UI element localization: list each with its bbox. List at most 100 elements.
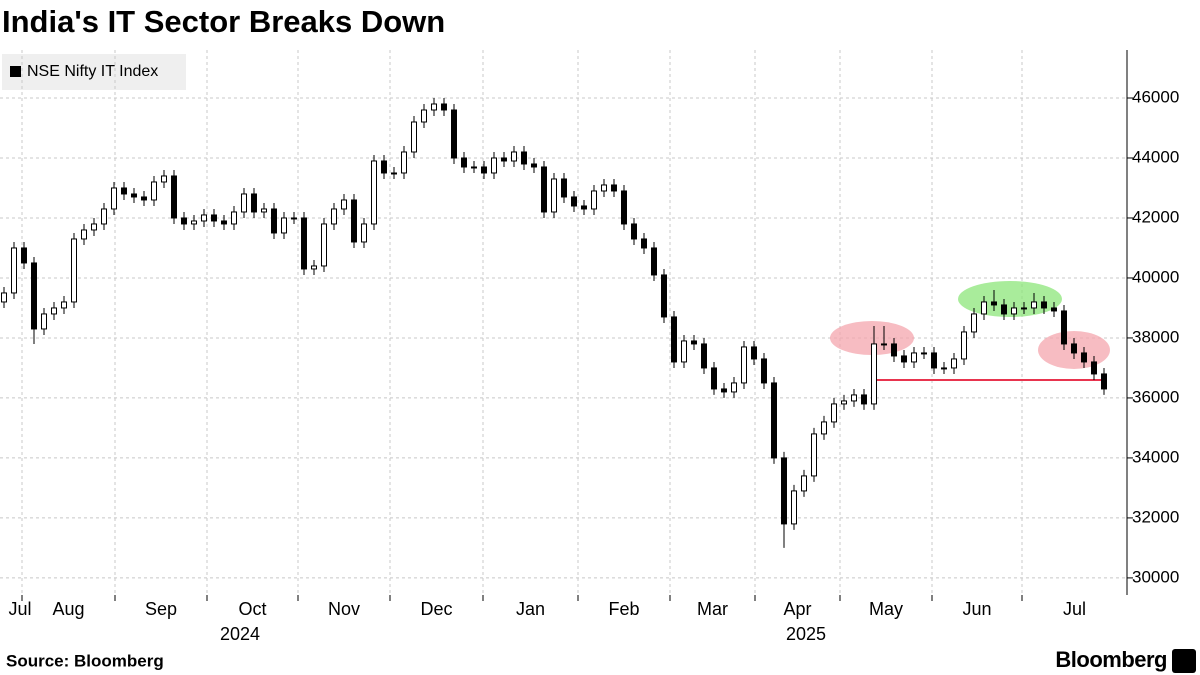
legend-label: NSE Nifty IT Index	[27, 63, 158, 80]
brand-icon	[1172, 649, 1196, 673]
candle-body	[881, 343, 887, 346]
candle-body	[21, 247, 27, 264]
candle-body	[61, 301, 67, 309]
candle-body	[411, 121, 417, 153]
candle-body	[1041, 301, 1047, 309]
candle-body	[981, 301, 987, 315]
x-tick-label: Oct	[238, 599, 266, 619]
candle-body	[1001, 304, 1007, 315]
candle-body	[291, 217, 297, 220]
candle-body	[371, 160, 377, 225]
candle-body	[1, 292, 7, 303]
candle-body	[741, 346, 747, 384]
candle-body	[661, 274, 667, 318]
candle-body	[781, 457, 787, 525]
candle-body	[901, 355, 907, 363]
candle-body	[11, 247, 17, 294]
candle-body	[1081, 352, 1087, 363]
candle-body	[721, 388, 727, 393]
candle-body	[451, 109, 457, 159]
candle-body	[441, 103, 447, 111]
candle-body	[431, 103, 437, 111]
candle-body	[1091, 361, 1097, 375]
y-tick-label: 30000	[1132, 567, 1179, 586]
candle-body	[261, 208, 267, 213]
candle-body	[641, 238, 647, 249]
candle-body	[111, 187, 117, 210]
candle-body	[701, 343, 707, 369]
candle-body	[1071, 343, 1077, 354]
candle-body	[611, 184, 617, 192]
candle-body	[1011, 307, 1017, 315]
candle-body	[841, 400, 847, 405]
candle-body	[281, 217, 287, 234]
y-tick-label: 36000	[1132, 387, 1179, 406]
candles	[1, 97, 1107, 548]
candle-body	[91, 223, 97, 231]
candle-body	[231, 211, 237, 225]
x-tick-label: Sep	[145, 599, 177, 619]
candle-body	[101, 208, 107, 225]
candle-body	[911, 352, 917, 363]
candle-body	[401, 151, 407, 174]
y-tick-label: 46000	[1132, 87, 1179, 106]
x-year-label: 2025	[786, 624, 826, 644]
candle-body	[171, 175, 177, 219]
legend-swatch	[10, 66, 21, 77]
candle-body	[491, 157, 497, 174]
x-tick-label: Jun	[962, 599, 991, 619]
source: Source: Bloomberg	[6, 651, 164, 670]
candle-body	[241, 193, 247, 213]
candle-body	[481, 166, 487, 174]
candle-body	[301, 217, 307, 270]
candle-body	[651, 247, 657, 276]
candle-body	[81, 229, 87, 240]
candle-body	[731, 382, 737, 393]
y-tick-label: 44000	[1132, 147, 1179, 166]
x-tick-label: Dec	[420, 599, 452, 619]
chart-title: India's IT Sector Breaks Down	[2, 4, 445, 39]
candle-body	[771, 382, 777, 459]
candle-body	[971, 313, 977, 333]
candle-body	[391, 172, 397, 175]
candle-body	[931, 352, 937, 369]
candle-body	[591, 190, 597, 210]
y-tick-label: 32000	[1132, 507, 1179, 526]
candle-body	[351, 199, 357, 243]
x-tick-label: Aug	[52, 599, 84, 619]
candle-body	[251, 193, 257, 213]
candle-body	[1031, 301, 1037, 309]
x-tick-label: Jul	[8, 599, 31, 619]
candle-body	[681, 340, 687, 363]
candle-body	[691, 340, 697, 345]
candle-body	[891, 343, 897, 357]
candle-body	[321, 223, 327, 267]
x-tick-label: Mar	[697, 599, 728, 619]
candle-body	[961, 331, 967, 360]
candle-body	[161, 175, 167, 183]
candle-body	[581, 205, 587, 210]
x-tick-label: Nov	[328, 599, 360, 619]
candle-body	[621, 190, 627, 225]
candle-body	[791, 490, 797, 525]
candle-body	[141, 196, 147, 201]
y-tick-label: 34000	[1132, 447, 1179, 466]
candle-body	[821, 421, 827, 435]
candle-body	[131, 193, 137, 198]
x-tick-label: Feb	[608, 599, 639, 619]
candle-body	[951, 358, 957, 369]
candle-body	[531, 163, 537, 168]
candle-body	[71, 238, 77, 303]
candle-body	[501, 157, 507, 162]
grid: 30000 32000 34000 36000 38000 40000 42000 44000…	[0, 50, 1179, 644]
candle-body	[331, 208, 337, 225]
candle-body	[381, 160, 387, 174]
brand: Bloomberg	[1055, 647, 1167, 672]
candle-body	[801, 475, 807, 492]
candle-body	[711, 367, 717, 390]
candle-body	[271, 208, 277, 234]
candle-body	[811, 433, 817, 477]
candle-body	[221, 220, 227, 225]
